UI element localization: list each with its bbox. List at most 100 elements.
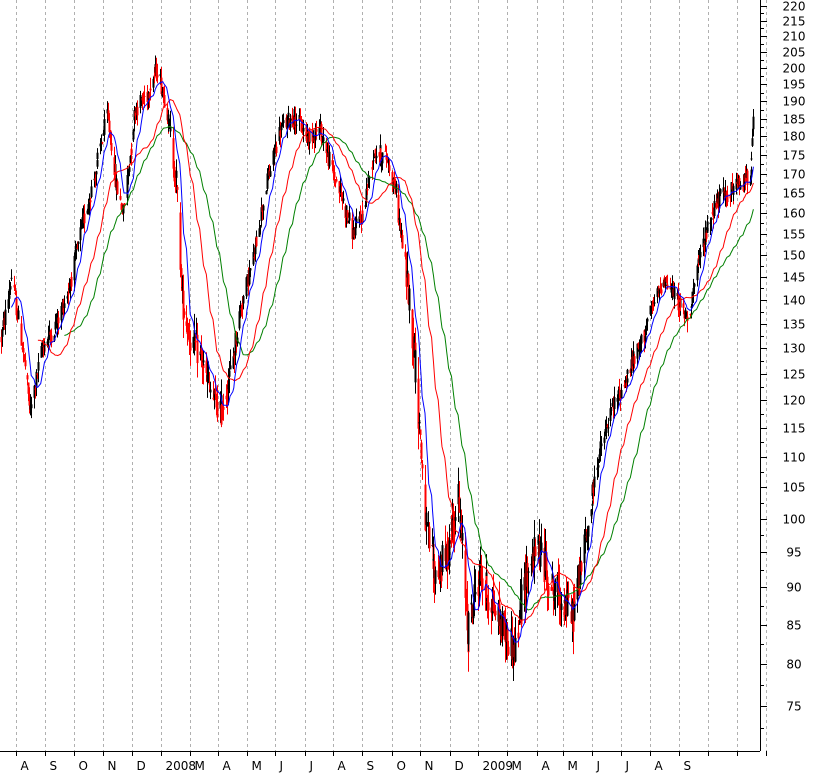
candle-body [480,568,483,582]
candle-body [751,138,754,146]
candle-body [200,347,203,354]
candle-body [275,146,278,153]
candle-body [380,162,383,164]
x-tick-label: J [309,759,314,773]
moving-average-fast [10,81,754,643]
candle-body [364,205,367,207]
candle-body [89,200,92,203]
candle-body [1,329,4,337]
candle-body [636,343,639,359]
candle-body [722,187,725,193]
candle-body [155,64,158,79]
candle-body [461,533,464,541]
candle-body [470,602,473,605]
candle-body [640,334,643,344]
candle-body [428,526,431,549]
y-tick-label: 140 [783,294,806,308]
candle-body [219,401,222,409]
candle-body [37,362,40,371]
candle-body [242,296,245,304]
candle-body [262,205,265,211]
candle-body [209,389,212,393]
candle-body [660,289,663,294]
candle-body [474,591,477,595]
candle-body [153,75,156,77]
candle-body [506,629,509,642]
x-tick-label: J [625,759,630,773]
candle-body [50,335,53,343]
candle-body [454,517,457,521]
candle-body [651,305,654,307]
candle-body [719,189,722,194]
candle-body [458,497,461,513]
candle-body [477,587,480,596]
candle-body [752,116,755,130]
x-tick-label: S [367,759,375,773]
candle-body [658,288,661,294]
candle-body [347,221,350,223]
candle-body [295,124,298,126]
candle-body [705,232,708,239]
candle-body [551,573,554,583]
candle-body [63,303,66,309]
candle-body [726,194,729,203]
candle-body [507,646,510,655]
x-tick-label: A [223,759,232,773]
x-tick-label: A [655,759,664,773]
candle-body [646,318,649,322]
x-tick-label: M [512,759,522,773]
candle-body [492,596,495,612]
y-tick-label: 115 [783,422,806,436]
candle-body [584,536,587,543]
candle-body [366,189,369,191]
candle-body [711,212,714,214]
candle-body [750,169,753,177]
candle-body [294,116,297,128]
candle-body [606,425,609,427]
candle-body [134,110,137,117]
candle-body [205,360,208,373]
candle-body [388,165,391,171]
candle-body [450,537,453,544]
candle-body [293,109,296,125]
candle-body [446,541,449,568]
candle-body [418,422,421,424]
candle-body [328,151,331,167]
candle-body [750,158,753,160]
candle-body [400,229,403,234]
candle-body [591,503,594,506]
y-tick-label: 130 [783,342,806,356]
candle-body [348,212,351,221]
candle-body [149,88,152,91]
candle-body [398,217,401,221]
candle-body [187,330,190,333]
candle-body [404,251,407,257]
candle-body [8,295,11,299]
y-tick-label: 120 [783,394,806,408]
y-tick-label: 155 [783,228,806,242]
y-tick-label: 200 [783,62,806,76]
candle-body [109,130,112,138]
candle-body [76,247,79,249]
candle-body [40,346,43,358]
candle-body [665,277,668,282]
candle-body [95,171,98,175]
candle-body [140,100,143,102]
candle-body [554,595,557,597]
candle-body [341,194,344,200]
candle-body [15,298,18,316]
candle-body [253,257,256,259]
candle-body [127,171,130,176]
candle-body [600,443,603,447]
candle-body [322,137,325,142]
candle-body [314,129,317,141]
x-tick-label: S [50,759,58,773]
candle-body [299,117,302,121]
candle-body [532,552,535,575]
candle-body [139,95,142,108]
moving-averages [10,81,754,643]
candle-body [128,167,131,172]
candle-body [129,155,132,163]
candle-body [610,409,613,411]
candle-body [613,397,616,410]
